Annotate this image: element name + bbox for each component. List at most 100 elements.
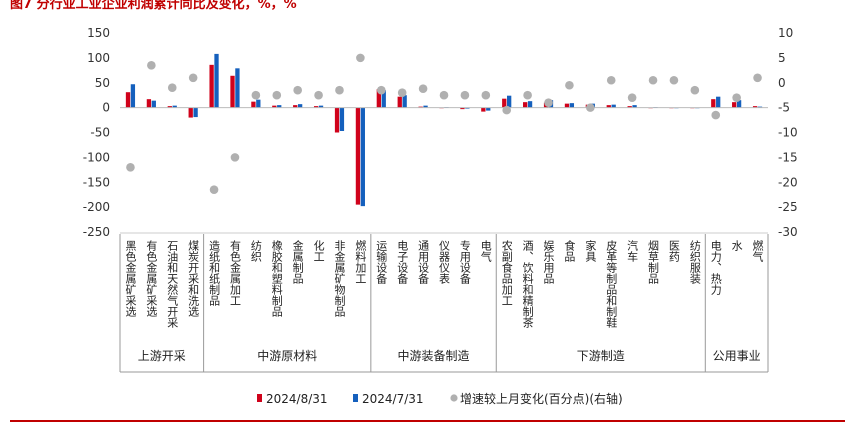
right-y-axis: 10 5 0 -5 -10 -15 -20 -25 -30: [778, 26, 798, 239]
right-tick-label: -20: [778, 175, 798, 189]
category-label: 有色金属矿采选: [145, 239, 158, 317]
scatter-point: [418, 84, 428, 94]
scatter-point: [460, 90, 470, 100]
category-label: 燃气: [751, 239, 764, 262]
bar-b: [277, 105, 282, 108]
bar-a: [167, 106, 172, 108]
category-label: 家具: [584, 239, 597, 262]
bar-b: [381, 90, 386, 108]
scatter-point: [711, 110, 721, 120]
legend: 2024/8/31 2024/7/31 增速较上月变化(百分点)(右轴): [257, 391, 623, 406]
scatter-point: [606, 75, 616, 85]
left-tick-label: -50: [90, 126, 110, 140]
bar-b: [402, 95, 407, 108]
bar-a: [293, 105, 298, 108]
scatter-point: [732, 93, 741, 102]
category-label: 酒、饮料和精制茶: [521, 240, 534, 328]
scatter-point: [188, 73, 198, 83]
left-tick-label: 100: [87, 51, 110, 65]
right-tick-label: 5: [778, 51, 786, 65]
bar-b: [193, 107, 198, 118]
bar-a: [272, 105, 277, 108]
group-labels: 上游开采 中游原材料 中游装备制造 下游制造 公用事业: [119, 234, 769, 373]
scatter-point: [293, 85, 302, 95]
bar-b: [235, 68, 240, 108]
category-label: 燃料加工: [354, 239, 367, 284]
category-label: 汽车: [626, 239, 639, 263]
right-tick-label: -10: [778, 126, 798, 140]
bar-a: [752, 106, 758, 108]
bar-a: [564, 103, 570, 108]
scatter-point: [669, 75, 679, 85]
category-label: 烟草制品: [647, 239, 660, 284]
bar-b: [486, 107, 491, 111]
bar-a: [606, 105, 611, 108]
legend-label: 2024/7/31: [362, 392, 424, 406]
bar-a: [502, 98, 507, 108]
bar-b: [569, 103, 575, 108]
bar-a: [209, 64, 214, 108]
bar-a: [251, 101, 256, 108]
left-tick-label: -150: [83, 175, 110, 189]
group-label: 中游装备制造: [398, 348, 470, 363]
scatter-point: [481, 90, 491, 100]
bar-b: [151, 100, 156, 108]
category-label: 黑色金属矿采选: [124, 240, 137, 317]
category-label: 电子设备: [396, 240, 409, 285]
category-label: 石油和天然气开采: [166, 240, 179, 329]
category-label: 通用设备: [417, 240, 430, 285]
bar-a: [627, 106, 632, 108]
bar-b: [611, 104, 616, 108]
left-tick-label: 0: [102, 101, 110, 115]
category-label: 有色金属加工: [228, 239, 241, 306]
left-y-axis: 150 100 50 0 -50 -100 -150 -200 -250: [83, 26, 110, 239]
scatter-point: [627, 93, 637, 102]
scatter-point: [167, 83, 177, 93]
bottom-rule: [10, 420, 845, 422]
bar-b: [736, 100, 742, 108]
bar-b: [339, 107, 345, 132]
bar-b: [507, 95, 512, 108]
scatter-point: [230, 153, 240, 162]
bar-b: [423, 105, 428, 108]
right-tick-label: -30: [778, 225, 798, 239]
scatter-point: [439, 90, 449, 100]
legend-swatch: [450, 394, 458, 402]
bar-a: [460, 107, 465, 110]
scatter-point: [335, 85, 344, 95]
scatter-point: [314, 90, 323, 100]
bar-b: [318, 105, 324, 108]
legend-swatch: [257, 394, 262, 402]
legend-label: 2024/8/31: [266, 392, 328, 406]
category-labels: 黑色金属矿采选 有色金属矿采选 石油和天然气开采 煤炭开采和洗选 造纸和纸制品 有色金属加…: [124, 239, 764, 329]
category-label: 非金属矿物制品: [333, 240, 346, 317]
bar-a: [481, 107, 486, 112]
category-label: 纺织: [249, 239, 262, 262]
bar-a: [397, 96, 402, 108]
bar-a: [146, 99, 152, 108]
scatter-point: [544, 98, 553, 107]
category-label: 造纸和纸制品: [208, 239, 221, 306]
left-tick-label: -100: [83, 150, 110, 164]
bar-b: [130, 84, 136, 108]
legend-swatch: [353, 394, 358, 402]
category-label: 化工: [312, 239, 325, 262]
legend-label: 增速较上月变化(百分点)(右轴): [460, 391, 623, 406]
right-tick-label: 10: [778, 26, 793, 40]
category-label: 水: [730, 240, 743, 251]
bar-a: [230, 75, 235, 108]
category-label: 医药: [667, 240, 680, 263]
bar-a: [334, 107, 340, 133]
bar-a: [313, 106, 319, 108]
category-label: 电气: [479, 240, 492, 262]
scatter-point: [251, 90, 261, 100]
scatter-point: [648, 75, 658, 85]
right-tick-label: -15: [778, 150, 798, 164]
left-tick-label: 50: [95, 76, 110, 90]
scatter-point: [565, 80, 574, 90]
scatter-point: [272, 90, 282, 100]
scatter-point: [753, 73, 762, 83]
group-label: 中游原材料: [257, 348, 317, 363]
bar-series: [120, 53, 768, 207]
